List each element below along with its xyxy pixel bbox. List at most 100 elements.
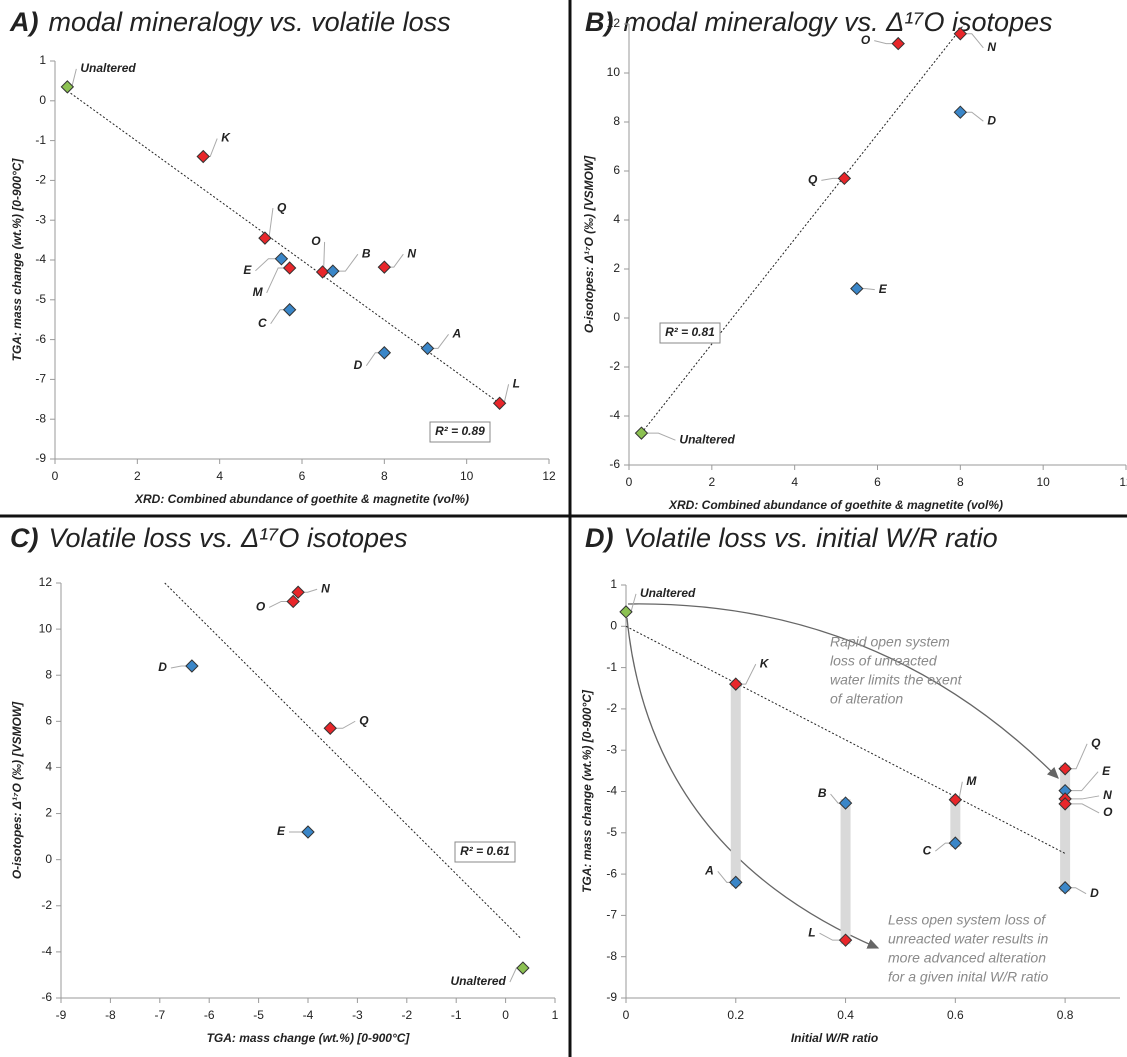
point-label: Unaltered	[80, 61, 136, 75]
x-tick-label: 1	[552, 1008, 559, 1022]
point-label: D	[1090, 886, 1099, 900]
point	[953, 27, 968, 41]
x-tick-label: 0	[502, 1008, 509, 1022]
point-label: Q	[1091, 736, 1101, 750]
y-tick-label: 4	[45, 760, 52, 774]
point-label: M	[966, 774, 977, 788]
point	[274, 252, 289, 266]
panel-letter: A)	[9, 7, 39, 37]
point-label: M	[253, 285, 264, 299]
point-label: Unaltered	[679, 432, 735, 446]
y-tick-label: 1	[39, 53, 46, 67]
y-tick-label: -4	[41, 944, 52, 958]
y-tick-label: -7	[35, 372, 46, 386]
leader	[741, 663, 757, 685]
panel-title-text: Volatile loss vs. initial W/R ratio	[624, 523, 998, 553]
y-tick-label: -1	[35, 133, 46, 147]
x-tick-label: 6	[299, 469, 306, 483]
leader	[1071, 795, 1100, 800]
leader	[717, 871, 730, 883]
y-tick-label: -6	[41, 990, 52, 1004]
point-label: Q	[359, 713, 369, 727]
point-label: D	[354, 358, 363, 372]
panel-title: C) Volatile loss vs. Δ¹⁷O isotopes	[10, 523, 408, 553]
x-tick-label: -4	[303, 1008, 314, 1022]
leader	[304, 588, 318, 593]
x-tick-label: 0.2	[727, 1008, 744, 1022]
x-tick-label: 0	[52, 469, 59, 483]
x-tick-label: 0	[626, 475, 633, 489]
y-axis-label: TGA: mass change (wt.%) [0-900°C]	[580, 689, 594, 893]
point-label: D	[987, 113, 996, 127]
point	[850, 281, 864, 296]
leader	[935, 842, 950, 852]
point	[634, 426, 649, 440]
leader	[1071, 771, 1099, 792]
annotation: loss of unreacted	[830, 653, 938, 669]
point	[729, 677, 743, 691]
point	[1058, 797, 1072, 811]
x-tick-label: -9	[56, 1008, 67, 1022]
annotation: of alteration	[830, 691, 903, 707]
x-tick-label: 0.6	[947, 1008, 964, 1022]
panel-title: D) Volatile loss vs. initial W/R ratio	[585, 523, 998, 553]
y-tick-label: -2	[35, 173, 46, 187]
y-tick-label: 8	[45, 667, 52, 681]
range-bar	[950, 795, 961, 848]
point-label: O	[1103, 805, 1113, 819]
point-label: E	[243, 263, 252, 277]
panel-title-text: modal mineralogy vs. Δ¹⁷O isotopes	[624, 7, 1053, 37]
point-label: N	[407, 246, 416, 260]
annotation: Less open system loss of	[888, 912, 1047, 928]
point	[291, 585, 305, 599]
y-axis-label: O-isotopes: Δ¹⁷O (‰) [VSMOW]	[582, 155, 596, 333]
leader	[266, 267, 284, 294]
leader	[874, 40, 893, 45]
panel-letter: C)	[10, 523, 39, 553]
range-bar	[730, 680, 741, 887]
y-tick-label: 4	[613, 212, 620, 226]
x-tick-label: 0.4	[837, 1008, 854, 1022]
point-label: C	[258, 316, 267, 330]
leader	[1071, 743, 1088, 770]
range-bar	[1060, 764, 1071, 892]
x-tick-label: 4	[216, 469, 223, 483]
y-tick-label: -4	[35, 252, 46, 266]
y-tick-label: 12	[39, 575, 53, 589]
leader	[1071, 887, 1087, 895]
y-tick-label: 0	[45, 852, 52, 866]
point-label: A	[704, 864, 714, 878]
y-tick-label: -1	[606, 660, 617, 674]
y-tick-label: -8	[35, 411, 46, 425]
annotation: water limits the exent	[830, 672, 963, 688]
r2-box	[454, 841, 516, 863]
point	[258, 231, 272, 245]
panel-title: B) modal mineralogy vs. Δ¹⁷O isotopes	[585, 7, 1053, 37]
point	[492, 396, 507, 410]
point	[323, 721, 337, 735]
point	[1058, 881, 1072, 895]
point	[948, 836, 963, 850]
leader	[336, 720, 356, 729]
x-tick-label: -2	[401, 1008, 412, 1022]
x-tick-label: 8	[957, 475, 964, 489]
y-tick-label: 0	[39, 93, 46, 107]
leader	[830, 793, 840, 804]
panel-letter: B)	[585, 7, 614, 37]
y-tick-label: 8	[613, 114, 620, 128]
point	[420, 341, 435, 356]
r2-label: R² = 0.89	[435, 424, 485, 438]
x-axis-label: XRD: Combined abundance of goethite & ma…	[668, 498, 1003, 512]
y-tick-label: 1	[610, 577, 617, 591]
y-tick-label: 12	[607, 16, 621, 30]
y-tick-label: 10	[39, 621, 53, 635]
point-label: Unaltered	[451, 974, 507, 988]
point-label: B	[362, 246, 371, 260]
point	[377, 260, 392, 274]
x-tick-label: 2	[134, 469, 141, 483]
y-tick-label: 10	[607, 65, 621, 79]
x-tick-label: -5	[253, 1008, 264, 1022]
leader	[647, 432, 676, 441]
point-label: O	[861, 33, 871, 47]
point	[286, 594, 300, 609]
